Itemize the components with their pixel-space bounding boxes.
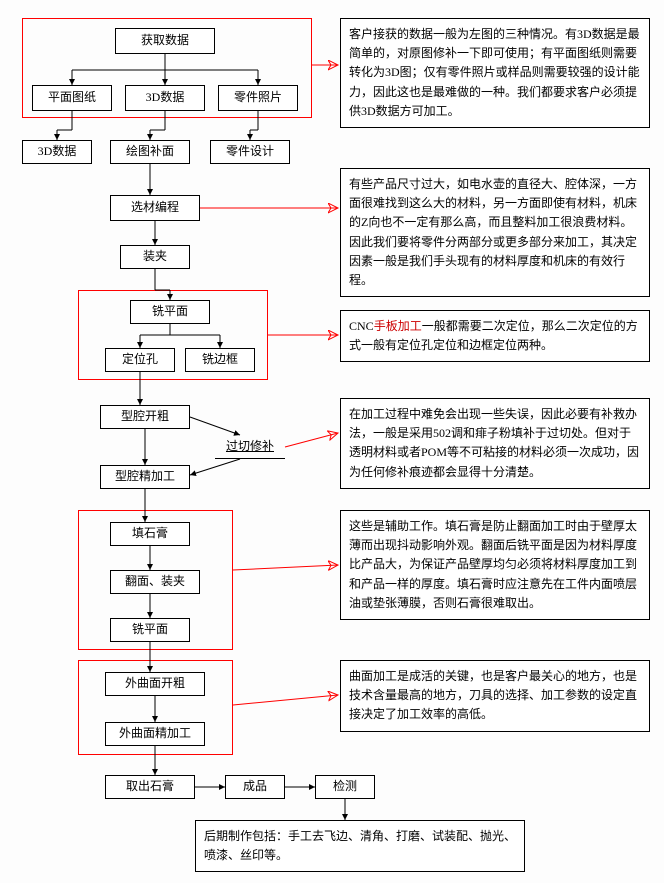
note-7: 后期制作包括：手工去飞边、清角、打磨、试装配、抛光、喷漆、丝印等。 [195, 820, 525, 872]
note-4: 在加工过程中难免会出现一些失误，因此必要有补救办法，一般是采用502调和痱子粉填… [340, 398, 650, 489]
note-6: 曲面加工是成活的关键，也是客户最关心的地方，也是技术含量最高的地方，刀具的选择、… [340, 660, 650, 732]
node-plan-dwg: 平面图纸 [32, 85, 112, 111]
node-flip: 翻面、装夹 [110, 570, 200, 594]
note-5: 这些是辅助工作。填石膏是防止翻面加工时由于壁厚太薄而出现抖动影响外观。翻面后铣平… [340, 510, 650, 620]
node-remove-plaster: 取出石膏 [105, 775, 195, 799]
node-overcut: 过切修补 [215, 435, 285, 459]
node-product: 成品 [225, 775, 285, 799]
note-1: 客户接获的数据一般为左图的三种情况。有3D数据是最简单的，对原图修补一下即可使用… [340, 18, 650, 128]
node-loc-hole: 定位孔 [105, 348, 175, 372]
node-acquire: 获取数据 [115, 28, 215, 54]
node-mill-flat2: 铣平面 [110, 618, 190, 642]
node-surf-fine: 外曲面精加工 [105, 722, 205, 746]
node-out3d: 3D数据 [22, 140, 92, 164]
note-3: CNC手板加工一般都需要二次定位，那么二次定位的方式一般有定位孔定位和边框定位两… [340, 310, 650, 362]
node-surf-rough: 外曲面开粗 [105, 672, 205, 696]
node-supplement: 绘图补面 [110, 140, 190, 164]
node-plaster: 填石膏 [110, 522, 190, 546]
accent-text: 手板加工 [374, 319, 422, 333]
flowchart-canvas: 获取数据 平面图纸 3D数据 零件照片 3D数据 绘图补面 零件设计 选材编程 … [10, 10, 654, 873]
node-inspect: 检测 [315, 775, 375, 799]
node-mill-flat: 铣平面 [130, 300, 210, 324]
note-2: 有些产品尺寸过大，如电水壶的直径大、腔体深，一方面很难找到这么大的材料，另一方面… [340, 168, 650, 297]
node-cavity-fine: 型腔精加工 [100, 465, 190, 489]
node-material: 选材编程 [110, 195, 200, 221]
node-cavity-rough: 型腔开粗 [100, 405, 190, 429]
node-photo: 零件照片 [218, 85, 298, 111]
node-mill-frame: 铣边框 [185, 348, 255, 372]
node-clamp: 装夹 [120, 245, 190, 269]
node-design: 零件设计 [210, 140, 290, 164]
node-3d-data: 3D数据 [125, 85, 205, 111]
